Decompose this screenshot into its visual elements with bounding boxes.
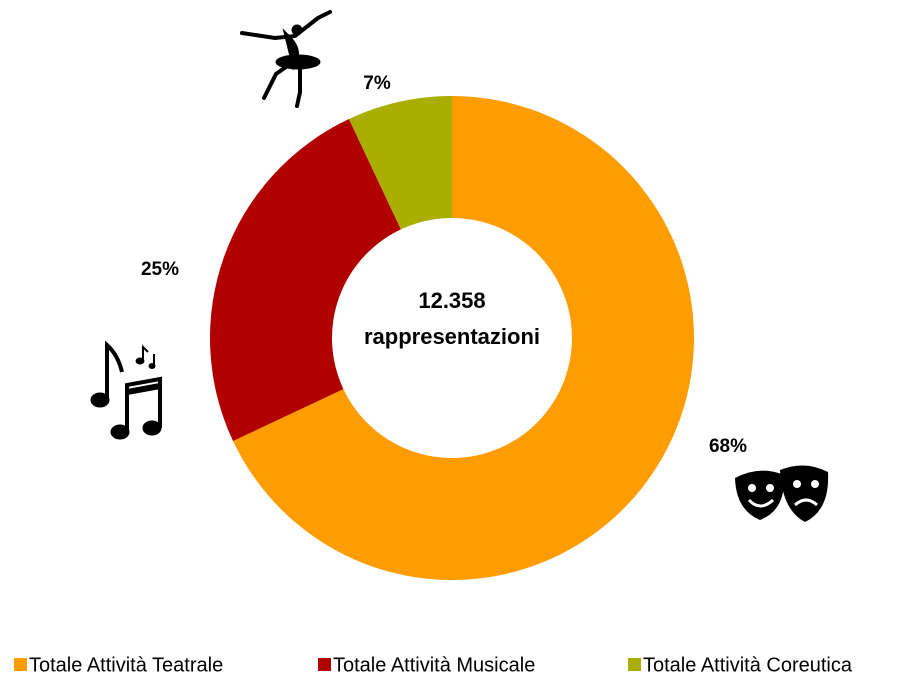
legend-swatch (628, 658, 641, 671)
legend-label: Totale Attività Musicale (333, 654, 535, 676)
center-text: 12.358 (418, 288, 485, 313)
data-label: 7% (363, 73, 391, 94)
donut-segment (210, 119, 401, 442)
dancer-icon (240, 10, 332, 108)
masks-icon (735, 465, 829, 522)
legend-label: Totale Attività Coreutica (643, 654, 853, 676)
data-label: 68% (709, 436, 747, 457)
donut-segment (233, 96, 694, 580)
legend-swatch (318, 658, 331, 671)
center-text: rappresentazioni (364, 324, 540, 349)
legend-label: Totale Attività Teatrale (29, 654, 223, 676)
legend-swatch (14, 658, 27, 671)
music-icon (90, 340, 162, 440)
data-label: 25% (141, 259, 179, 280)
donut-segment (348, 96, 452, 230)
